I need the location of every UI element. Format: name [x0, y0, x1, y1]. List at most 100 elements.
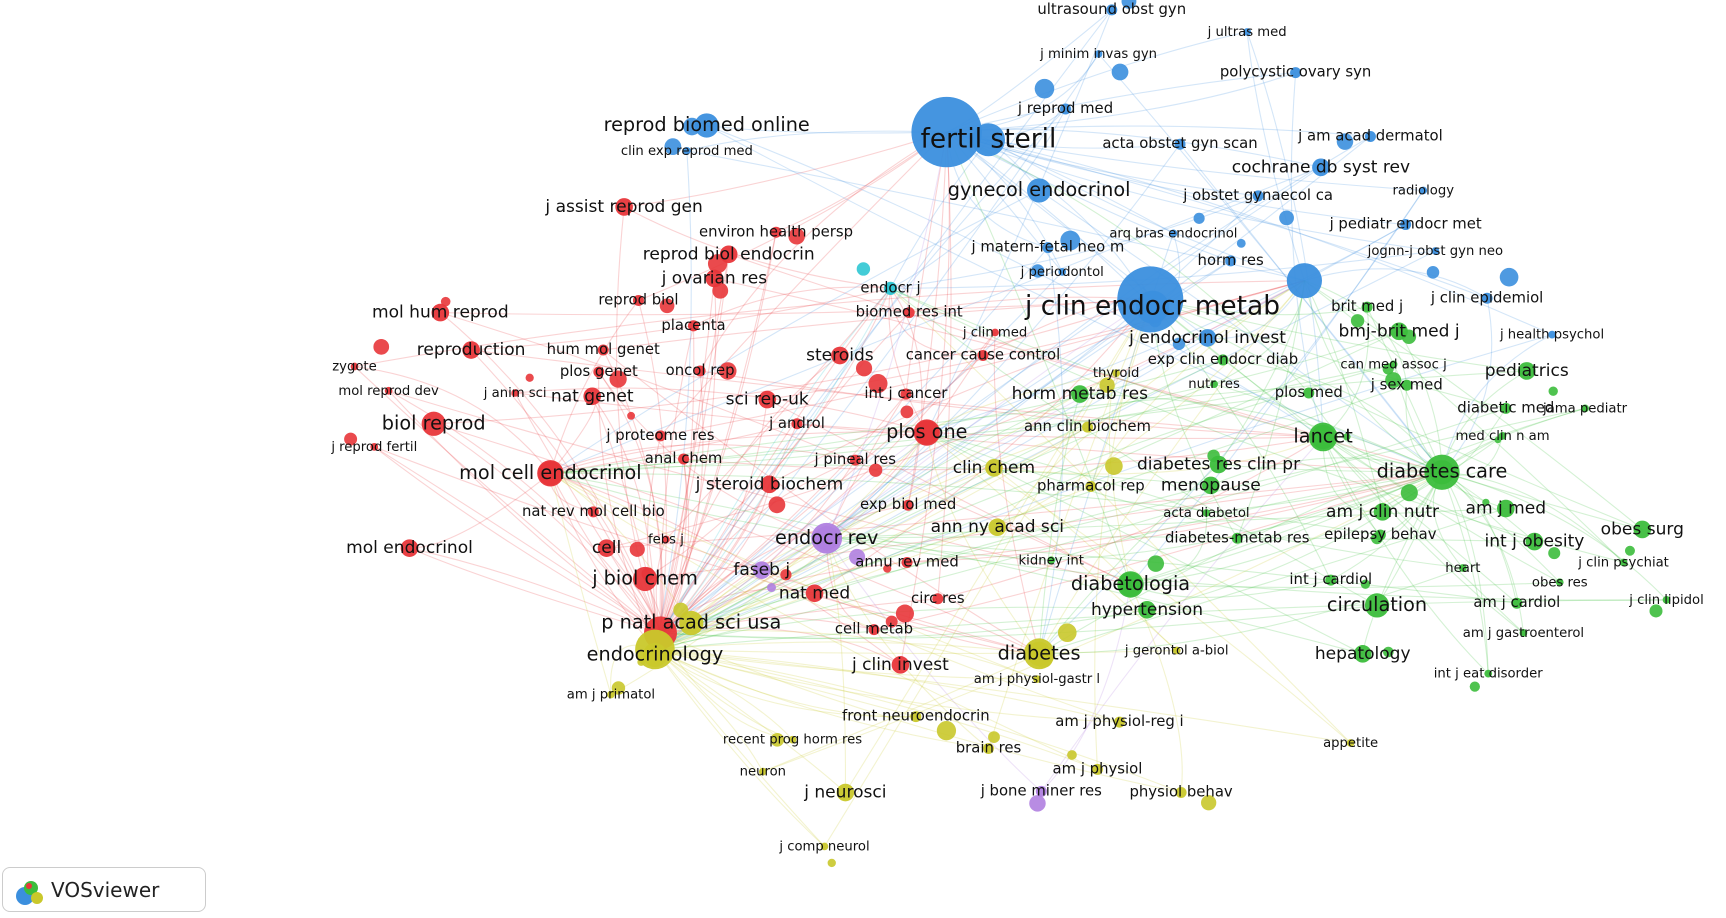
node-circle	[678, 453, 690, 465]
node-label: circulation	[1327, 593, 1427, 616]
node-label: environ health persp	[699, 222, 853, 240]
node-circle	[836, 783, 855, 802]
node-label: obes res	[1532, 575, 1588, 590]
edge	[1038, 508, 1506, 655]
edge	[654, 484, 1211, 650]
edge	[550, 431, 927, 474]
edge	[598, 371, 663, 633]
node-label: biol reprod	[382, 411, 486, 434]
node-circle	[868, 374, 888, 394]
edge	[514, 392, 661, 634]
edge	[1322, 436, 1383, 513]
edge	[550, 472, 1038, 680]
edge	[926, 224, 1406, 434]
node-label: j steroid biochem	[695, 474, 844, 494]
node-circle	[891, 656, 910, 674]
node-circle	[659, 298, 675, 314]
nodes	[344, 0, 1671, 868]
edge	[1051, 471, 1443, 561]
edge	[1246, 31, 1324, 438]
edge	[1051, 471, 1443, 561]
node-circle	[788, 228, 805, 245]
edge	[1079, 393, 1443, 473]
node-circle	[831, 346, 849, 365]
edge	[654, 641, 1040, 655]
edge	[659, 325, 695, 634]
node-circle	[587, 506, 599, 518]
edge	[433, 298, 1151, 425]
node-circle	[373, 338, 390, 355]
watermark: VOSviewer	[2, 867, 206, 912]
node-circle	[1225, 255, 1237, 267]
edge	[1441, 471, 1561, 583]
edge	[440, 312, 1131, 585]
node-circle	[1201, 795, 1217, 811]
edge	[1150, 298, 1527, 372]
edge	[1038, 189, 1443, 473]
node-circle	[901, 556, 913, 568]
edge	[890, 139, 989, 289]
edge	[826, 538, 989, 749]
node-circle	[1548, 386, 1558, 396]
edge	[654, 599, 1667, 650]
edge	[761, 432, 928, 571]
edge	[1236, 280, 1305, 539]
node-circle	[768, 496, 786, 514]
edge	[1130, 512, 1208, 586]
node-label: am j physiol-gastr l	[974, 672, 1100, 687]
node-label: arq bras endocrinol	[1109, 226, 1237, 241]
edge	[1441, 472, 1489, 674]
node-label: am j cardiol	[1473, 593, 1560, 611]
node-circle	[1147, 555, 1165, 572]
node-circle	[1498, 432, 1507, 440]
node-circle	[1091, 763, 1103, 775]
edge	[409, 547, 661, 634]
edge	[937, 132, 952, 599]
edge	[890, 195, 1259, 289]
node-label: nat genet	[551, 386, 634, 406]
node-circle	[1649, 604, 1663, 618]
node-circle	[384, 386, 393, 395]
node-label: kidney int	[1019, 553, 1084, 568]
edge	[946, 31, 1248, 133]
node-circle	[597, 539, 616, 557]
node-circle	[900, 388, 912, 400]
node-circle	[1373, 503, 1392, 521]
edge	[660, 9, 1113, 634]
edge	[624, 131, 947, 208]
edge	[826, 143, 1181, 539]
edge	[890, 287, 1352, 744]
edge	[654, 254, 730, 650]
node-circle	[662, 535, 670, 544]
edge	[826, 393, 907, 539]
edge	[1376, 472, 1443, 606]
edge	[660, 332, 996, 634]
node-label: biomed res int	[856, 303, 963, 321]
edge	[660, 629, 1038, 680]
edge	[550, 166, 1322, 474]
edge	[591, 396, 662, 634]
node-circle	[1525, 532, 1544, 551]
edge	[1322, 436, 1489, 675]
edge	[549, 473, 612, 695]
edge	[1130, 581, 1560, 589]
node-circle	[1112, 369, 1121, 377]
node-circle	[903, 307, 915, 319]
node-circle	[1497, 499, 1515, 518]
edge	[659, 370, 704, 634]
edge	[637, 300, 667, 633]
edge	[660, 131, 948, 437]
node-label: j ovarian res	[661, 268, 768, 288]
node-label: med clin n am	[1455, 429, 1549, 444]
edge	[1150, 298, 1506, 409]
edge	[1441, 471, 1489, 674]
edge	[606, 280, 1305, 549]
edge	[1237, 471, 1443, 539]
edge	[654, 407, 1506, 650]
node-circle	[791, 418, 803, 430]
node-label: mol endocrinol	[346, 538, 473, 558]
node-circle	[1469, 681, 1480, 692]
node-label: int j cardiol	[1289, 570, 1372, 588]
edge	[1322, 436, 1524, 634]
